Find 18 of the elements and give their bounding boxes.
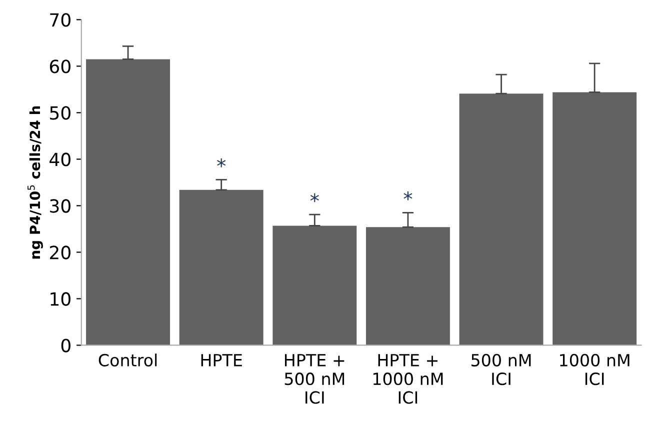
- y-tick-label: 50: [50, 106, 70, 120]
- x-tick-label: HPTE: [201, 354, 242, 366]
- y-tick-label: 30: [50, 199, 70, 213]
- x-tick-label: 1000 nM ICI: [560, 354, 630, 386]
- y-tick-label: 60: [50, 60, 70, 74]
- y-axis-title: ng P4/10$^{5}$ cells/24 h: [28, 106, 43, 259]
- x-tick-label: 500 nM ICI: [472, 354, 531, 386]
- annotation: *: [217, 158, 226, 168]
- x-tick-label: Control: [98, 354, 157, 366]
- y-tick-label: 40: [50, 152, 70, 166]
- y-tick-label: 20: [50, 246, 70, 260]
- annotation: *: [404, 191, 412, 200]
- annotation: *: [310, 193, 319, 202]
- x-tick-label: HPTE + 500 nM ICI: [284, 354, 344, 404]
- y-tick-label: 70: [50, 13, 70, 27]
- x-tick-label: HPTE + 1000 nM ICI: [373, 354, 443, 404]
- y-tick-label: 0: [61, 338, 70, 352]
- y-tick-label: 10: [50, 292, 70, 306]
